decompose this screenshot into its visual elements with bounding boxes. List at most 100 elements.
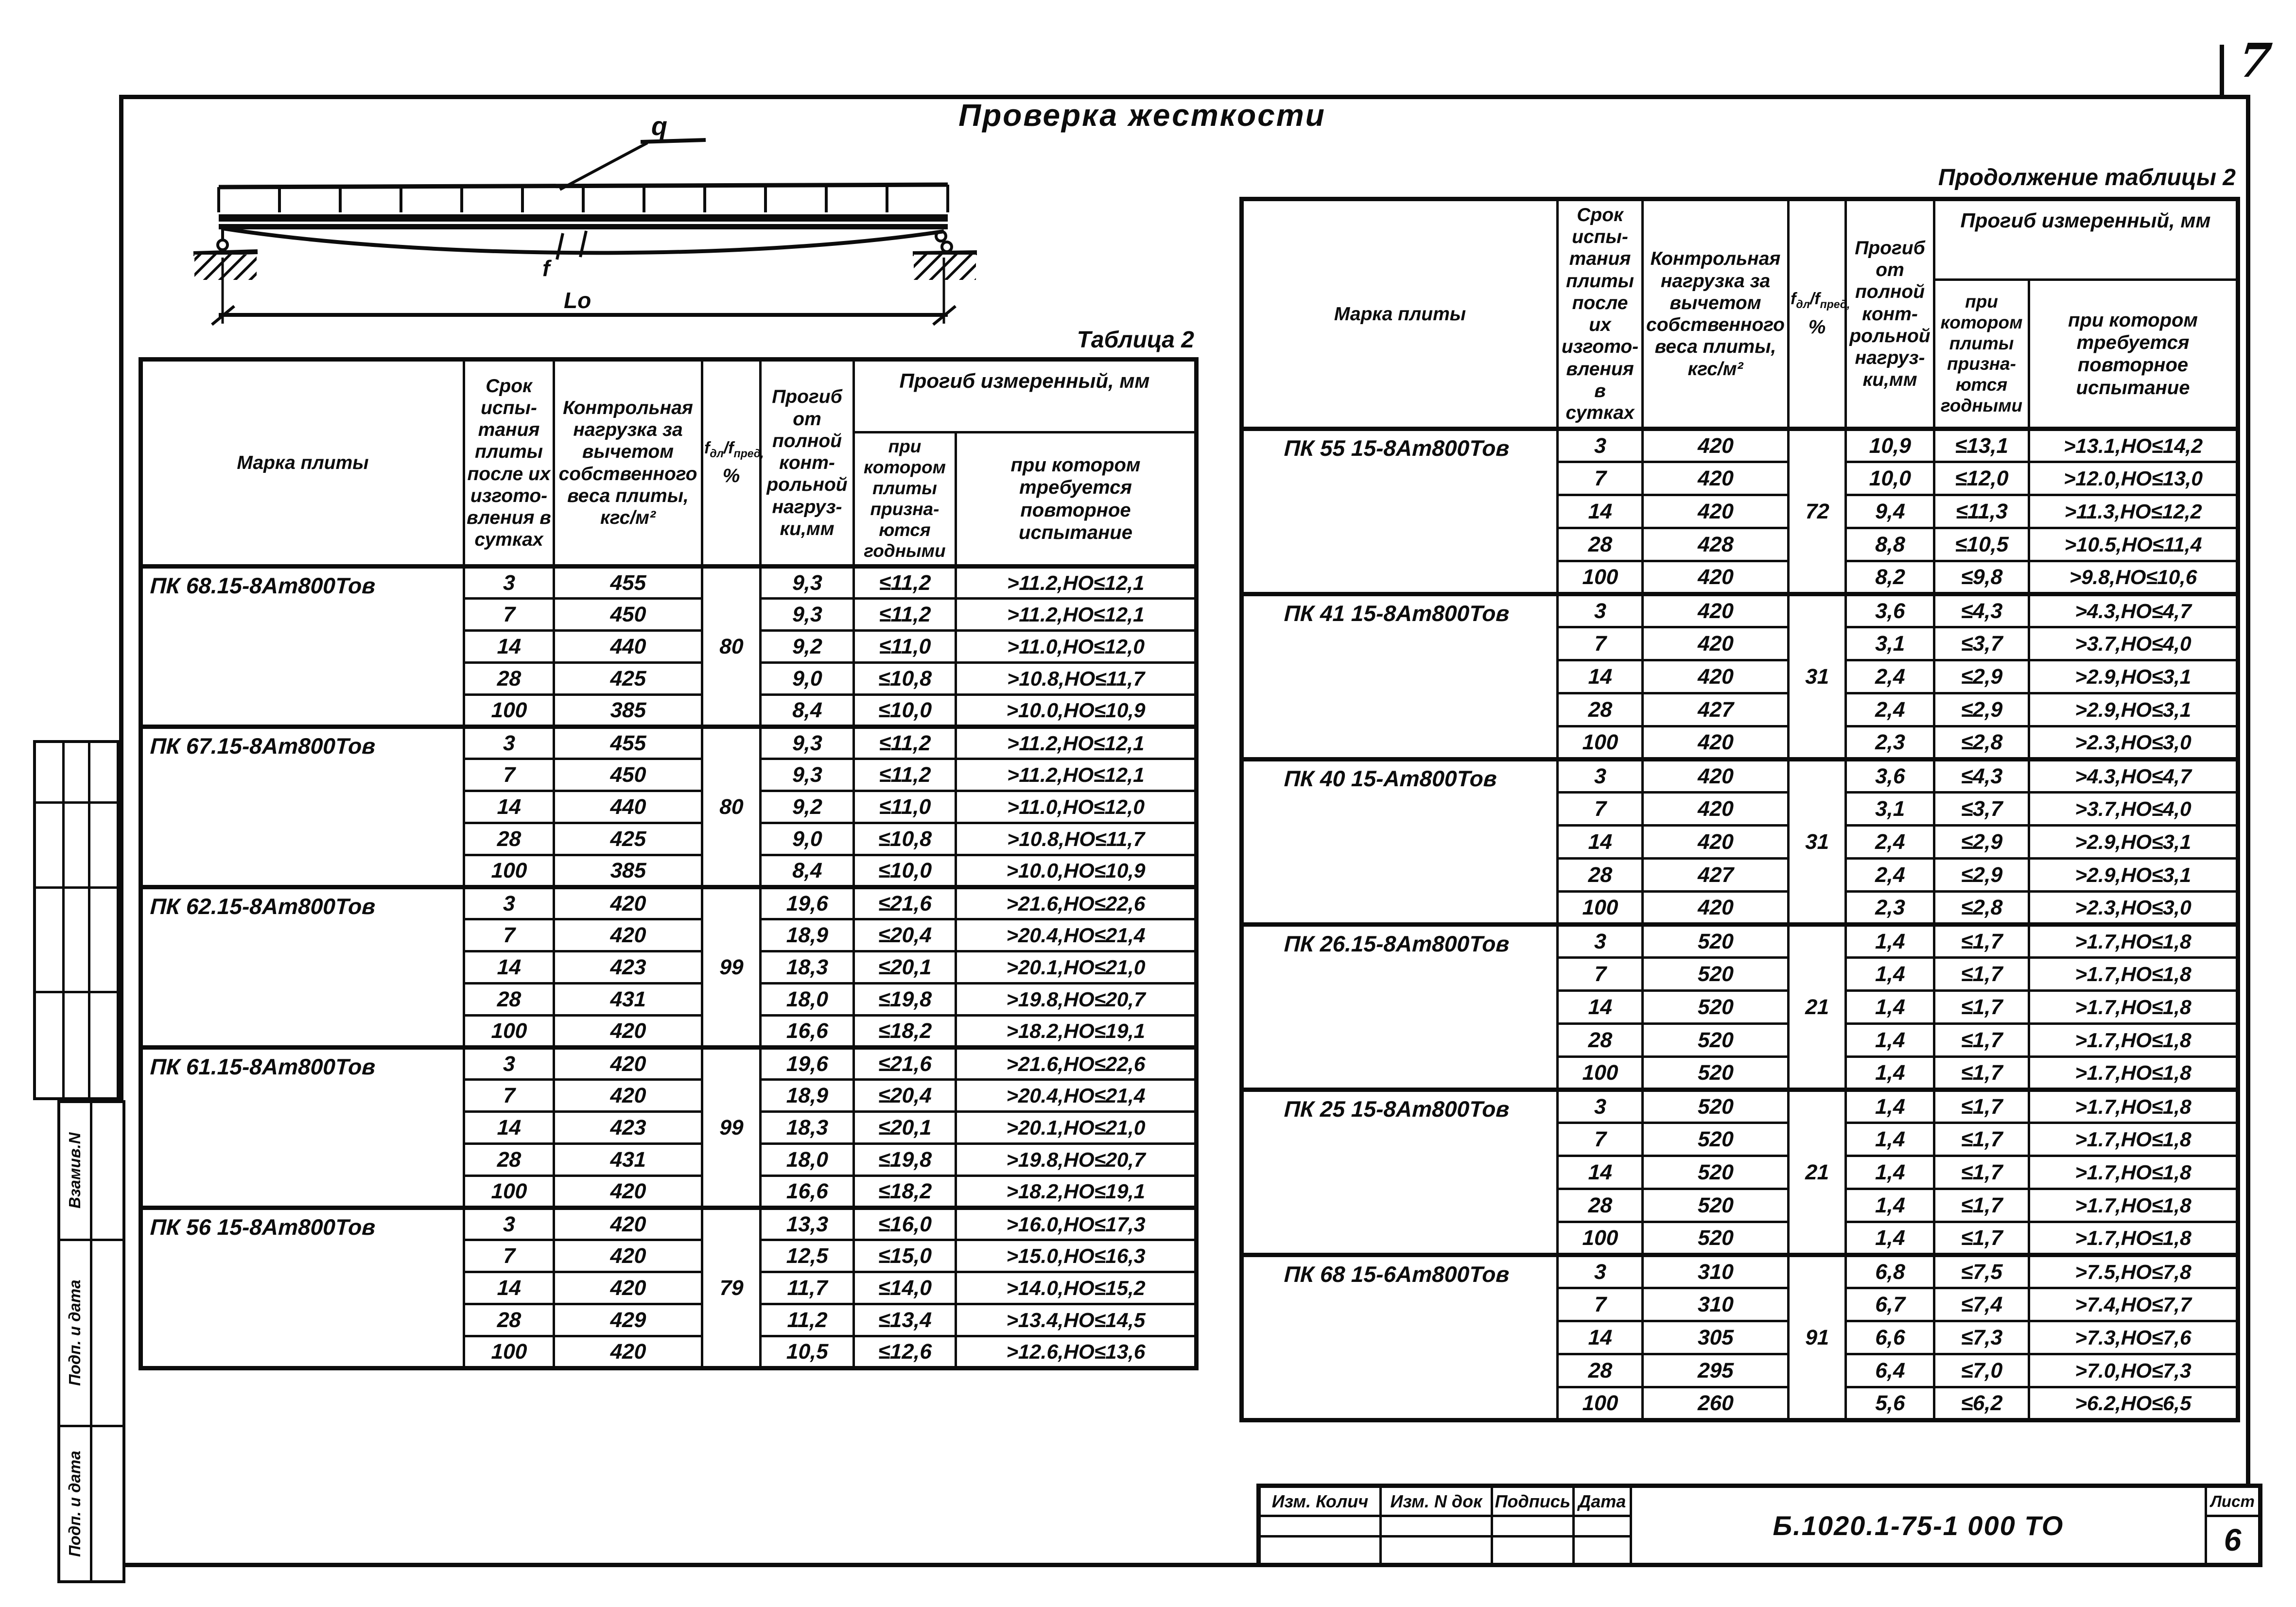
table-body: ПК 68.15-8Ат800Тов 3 455 80 9,3 ≤11,2 >11.2,НО… (138, 566, 1197, 1368)
cell-control-load: 420 (1642, 660, 1789, 693)
cell-control-load: 420 (1642, 594, 1789, 627)
cell-control-load: 431 (553, 1143, 703, 1176)
cell-term-days: 100 (463, 1015, 555, 1048)
cell-term-days: 28 (463, 662, 555, 695)
title-block-header-row: Изм. Колич Изм. N док Подпись Дата Б.102… (1257, 1485, 2261, 1566)
cell-accepted-limit: ≤18,2 (853, 1175, 957, 1208)
corner-tick-line (2220, 45, 2224, 95)
cell-retest-range: >11.0,НО≤12,0 (955, 630, 1197, 663)
cell-plate-mark: ПК 62.15-8Ат800Тов (138, 887, 467, 1048)
col-header-ratio: fдл/fпред,% (701, 358, 764, 568)
cell-accepted-limit: ≤16,0 (853, 1208, 957, 1240)
cell-control-load: 520 (1642, 1156, 1789, 1189)
title-block: Изм. Колич Изм. N док Подпись Дата Б.102… (1256, 1484, 2262, 1567)
cell-retest-range: >7.3,НО≤7,6 (2028, 1321, 2239, 1354)
cell-accepted-limit: ≤1,7 (1933, 957, 2030, 991)
cell-term-days: 3 (1557, 1255, 1643, 1288)
cell-term-days: 100 (1557, 1387, 1643, 1420)
cell-term-days: 7 (463, 1240, 555, 1272)
col-header-measured: Прогиб измеренный, мм (1932, 197, 2240, 281)
cell-retest-range: >19.8,НО≤20,7 (955, 1143, 1197, 1176)
deflection-label: f (542, 256, 552, 281)
beam-bottom-chord (219, 224, 948, 229)
cell-retest-range: >1.7,НО≤1,8 (2028, 1222, 2239, 1255)
cell-accepted-limit: ≤9,8 (1933, 561, 2030, 594)
title-block-row: 6 (1257, 1514, 2261, 1566)
table-row: ПК 61.15-8Ат800Тов 3 420 99 19,6 ≤21,6 >21.6,Н… (138, 1047, 1197, 1208)
col-header-retest: при котором требуется повторное испытани… (954, 431, 1198, 568)
cell-retest-range: >20.1,НО≤21,0 (955, 951, 1197, 984)
cell-retest-range: >7.0,НО≤7,3 (2028, 1354, 2239, 1387)
cell-deflection: 6,8 (1845, 1255, 1935, 1288)
cell-deflection: 11,2 (760, 1304, 854, 1336)
cell-term-days: 14 (463, 951, 555, 984)
cell-control-load: 295 (1642, 1354, 1789, 1387)
cell-control-load: 420 (1642, 495, 1789, 528)
cell-control-load: 305 (1642, 1321, 1789, 1354)
cell-accepted-limit: ≤2,9 (1933, 660, 2030, 693)
cell-deflection: 2,4 (1845, 858, 1935, 892)
cell-ratio-percent: 80 (699, 566, 764, 727)
cell-deflection: 1,4 (1845, 1156, 1935, 1189)
table-row: ПК 26.15-8Ат800Тов 3 520 21 1,4 ≤1,7 >1.7,НО≤1… (1238, 924, 2239, 1090)
margin-stamp-strip: Взамив.N Подп. и дата Подп. и дата (57, 1100, 125, 1583)
cell-term-days: 100 (463, 1175, 555, 1208)
grid-cell (88, 990, 120, 1100)
cell-term-days: 3 (463, 887, 555, 919)
left-support (193, 229, 258, 280)
cell-accepted-limit: ≤12,6 (853, 1336, 957, 1368)
cell-retest-range: >11.0,НО≤12,0 (955, 791, 1197, 823)
cell-accepted-limit: ≤10,8 (853, 823, 957, 855)
tb-empty-cell (1572, 1535, 1632, 1566)
cell-control-load: 425 (553, 823, 703, 855)
cell-accepted-limit: ≤12,0 (1933, 462, 2030, 495)
grid-cell (33, 801, 65, 889)
cell-accepted-limit: ≤10,0 (853, 694, 957, 727)
cell-deflection: 9,3 (760, 598, 854, 631)
cell-deflection: 1,4 (1845, 1123, 1935, 1156)
cell-term-days: 3 (1557, 1089, 1643, 1123)
cell-deflection: 11,7 (760, 1272, 854, 1304)
cell-retest-range: >19.8,НО≤20,7 (955, 983, 1197, 1016)
cell-deflection: 8,4 (760, 694, 854, 727)
cell-deflection: 9,4 (1845, 495, 1935, 528)
cell-ratio-percent: 79 (699, 1208, 764, 1368)
table-caption: Таблица 2 (1077, 327, 1194, 353)
cell-deflection: 18,9 (760, 1079, 854, 1112)
cell-control-load: 520 (1642, 990, 1789, 1024)
cell-deflection: 18,3 (760, 1111, 854, 1144)
cell-deflection: 8,8 (1845, 528, 1935, 561)
table-row: ПК 62.15-8Ат800Тов 3 420 99 19,6 ≤21,6 >21.6,Н… (138, 887, 1197, 1048)
cell-deflection: 2,3 (1845, 891, 1935, 925)
table-row: ПК 68 15-6Ат800Тов 3 310 91 6,8 ≤7,5 >7.5,НО≤7… (1238, 1255, 2239, 1420)
stamp-label-podp-data: Подп. и дата (59, 1240, 91, 1426)
cell-retest-range: >18.2,НО≤19,1 (955, 1015, 1197, 1048)
cell-control-load: 260 (1642, 1387, 1789, 1420)
cell-accepted-limit: ≤15,0 (853, 1240, 957, 1272)
cell-retest-range: >1.7,НО≤1,8 (2028, 1156, 2239, 1189)
grid-cell (33, 740, 65, 804)
cell-term-days: 7 (1557, 462, 1643, 495)
cell-retest-range: >10.0,НО≤10,9 (955, 855, 1197, 887)
cell-control-load: 310 (1642, 1255, 1789, 1288)
cell-term-days: 14 (463, 1111, 555, 1144)
tb-col-izm-ndoc: Изм. N док (1379, 1485, 1493, 1517)
col-header-ratio: fдл/fпред,% (1787, 197, 1850, 431)
cell-accepted-limit: ≤3,7 (1933, 627, 2030, 660)
stamp-empty-cell (89, 1424, 125, 1583)
cell-control-load: 455 (553, 566, 703, 599)
cell-retest-range: >20.4,НО≤21,4 (955, 919, 1197, 951)
cell-deflection: 1,4 (1845, 990, 1935, 1024)
cell-control-load: 423 (553, 951, 703, 984)
table-row: ПК 56 15-8Ат800Тов 3 420 79 13,3 ≤16,0 >16.0,Н… (138, 1208, 1197, 1368)
cell-retest-range: >1.7,НО≤1,8 (2028, 1123, 2239, 1156)
cell-term-days: 100 (463, 1336, 555, 1368)
cell-control-load: 385 (553, 855, 703, 887)
col-header-mark: Марка плиты (139, 358, 465, 568)
cell-control-load: 520 (1642, 1189, 1789, 1222)
cell-term-days: 14 (1557, 1321, 1643, 1354)
table-row: ПК 40 15-Ат800Тов 3 420 31 3,6 ≤4,3 >4.3,НО≤4,… (1238, 759, 2239, 925)
cell-retest-range: >13.1,НО≤14,2 (2028, 429, 2239, 462)
cell-term-days: 7 (1557, 1288, 1643, 1321)
cell-accepted-limit: ≤1,7 (1933, 1056, 2030, 1090)
